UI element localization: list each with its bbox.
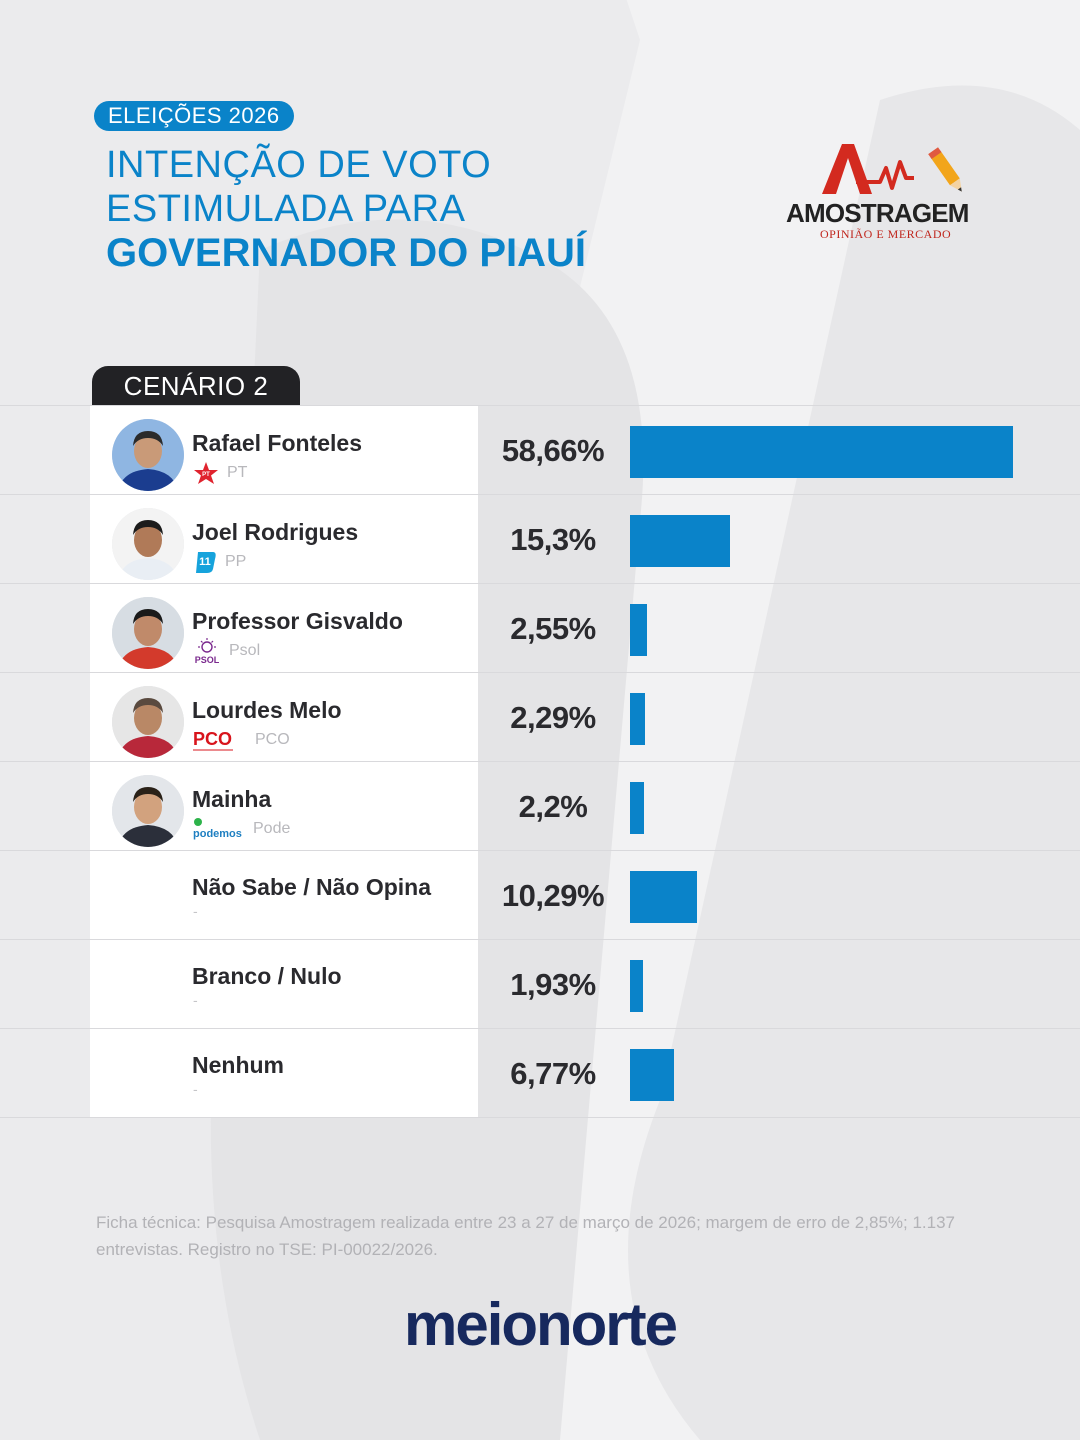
vote-bar bbox=[630, 871, 697, 923]
party: PT PT bbox=[193, 460, 247, 486]
title-line-1: INTENÇÃO DE VOTO bbox=[106, 144, 492, 186]
svg-text:PT: PT bbox=[202, 472, 210, 478]
svg-text:11: 11 bbox=[199, 556, 211, 568]
candidate-name: Professor Gisvaldo bbox=[192, 608, 403, 634]
brand-logo: meionorte bbox=[403, 1291, 678, 1358]
candidate-photo bbox=[112, 686, 184, 758]
vote-bar bbox=[630, 515, 730, 567]
party: PSOL Psol bbox=[193, 638, 260, 664]
candidate-name: Joel Rodrigues bbox=[192, 519, 359, 545]
vote-bar bbox=[630, 782, 644, 834]
party-name: - bbox=[193, 992, 198, 1008]
amostragem-mark-icon bbox=[822, 144, 962, 194]
vote-percentage: 58,66% bbox=[501, 433, 605, 468]
candidate-photo bbox=[112, 597, 184, 669]
vote-bar bbox=[630, 426, 1013, 478]
pco-logo-icon: PCO bbox=[193, 727, 247, 753]
pp-11-logo-icon: 11 bbox=[193, 549, 217, 575]
party-name: - bbox=[193, 903, 198, 919]
svg-text:PSOL: PSOL bbox=[195, 655, 220, 664]
candidate-cell: Mainha podemos Pode bbox=[90, 762, 478, 850]
pollster-name: AMOSTRAGEM bbox=[786, 198, 969, 228]
result-row: Mainha podemos Pode 2,2% bbox=[0, 761, 1080, 850]
result-row: Nenhum - 6,77% bbox=[0, 1028, 1080, 1118]
candidate-name: Não Sabe / Não Opina bbox=[192, 874, 431, 900]
party-name: PP bbox=[225, 553, 247, 570]
result-row: Professor Gisvaldo PSOL Psol 2,55% bbox=[0, 583, 1080, 672]
vote-percentage: 2,55% bbox=[510, 611, 596, 646]
candidate-photo bbox=[112, 419, 184, 491]
podemos-logo-icon: podemos bbox=[193, 816, 245, 842]
title-line-3: GOVERNADOR DO PIAUÍ bbox=[106, 231, 587, 275]
vote-bar bbox=[630, 604, 647, 656]
vote-bar bbox=[630, 1049, 674, 1101]
result-row: Lourdes Melo PCO PCO 2,29% bbox=[0, 672, 1080, 761]
party-name: Pode bbox=[253, 820, 291, 837]
svg-text:podemos: podemos bbox=[193, 828, 242, 840]
party: PCO PCO bbox=[193, 727, 290, 753]
candidate-name: Lourdes Melo bbox=[192, 697, 342, 723]
candidate-cell: Professor Gisvaldo PSOL Psol bbox=[90, 584, 478, 672]
candidate-cell: Branco / Nulo - bbox=[90, 940, 478, 1028]
election-badge: ELEIÇÕES 2026 bbox=[94, 101, 294, 131]
candidate-cell: Rafael Fonteles PT PT bbox=[90, 406, 478, 494]
party-name: - bbox=[193, 1081, 198, 1097]
vote-bar bbox=[630, 960, 643, 1012]
result-row: Branco / Nulo - 1,93% bbox=[0, 939, 1080, 1028]
candidate-name: Nenhum bbox=[192, 1052, 284, 1078]
title-line-2: ESTIMULADA PARA bbox=[106, 188, 466, 230]
results-table: Rafael Fonteles PT PT 58,66% Joel Rodrigues 1… bbox=[0, 405, 1080, 1120]
red-star-icon: PT bbox=[193, 460, 219, 486]
candidate-photo bbox=[112, 775, 184, 847]
result-row: Joel Rodrigues 11 PP 15,3% bbox=[0, 494, 1080, 583]
technical-note: Ficha técnica: Pesquisa Amostragem reali… bbox=[96, 1213, 955, 1259]
vote-percentage: 15,3% bbox=[510, 522, 596, 557]
party-name: Psol bbox=[229, 642, 261, 659]
candidate-name: Branco / Nulo bbox=[192, 963, 342, 989]
candidate-cell: Não Sabe / Não Opina - bbox=[90, 851, 478, 939]
psol-sun-logo-icon: PSOL bbox=[193, 638, 221, 664]
pollster-tagline: OPINIÃO E MERCADO bbox=[820, 227, 952, 241]
amostragem-logo: AMOSTRAGEM OPINIÃO E MERCADO bbox=[780, 138, 990, 248]
vote-percentage: 2,29% bbox=[510, 700, 596, 735]
candidate-photo bbox=[112, 508, 184, 580]
svg-text:PCO: PCO bbox=[193, 729, 232, 749]
result-row: Rafael Fonteles PT PT 58,66% bbox=[0, 405, 1080, 494]
vote-percentage: 1,93% bbox=[510, 967, 596, 1002]
vote-bar bbox=[630, 693, 645, 745]
party-name: PT bbox=[227, 464, 248, 481]
vote-percentage: 6,77% bbox=[510, 1056, 596, 1091]
scenario-tab: CENÁRIO 2 bbox=[92, 366, 300, 406]
party: podemos Pode bbox=[193, 816, 290, 842]
candidate-cell: Joel Rodrigues 11 PP bbox=[90, 495, 478, 583]
candidate-cell: Lourdes Melo PCO PCO bbox=[90, 673, 478, 761]
candidate-name: Rafael Fonteles bbox=[192, 430, 362, 456]
result-row: Não Sabe / Não Opina - 10,29% bbox=[0, 850, 1080, 939]
vote-percentage: 2,2% bbox=[518, 789, 588, 824]
candidate-cell: Nenhum - bbox=[90, 1029, 478, 1117]
party: 11 PP bbox=[193, 549, 246, 575]
candidate-name: Mainha bbox=[192, 786, 272, 812]
page-title: INTENÇÃO DE VOTO ESTIMULADA PARA GOVERNA… bbox=[106, 143, 746, 275]
party-name: PCO bbox=[255, 731, 290, 748]
vote-percentage: 10,29% bbox=[501, 878, 605, 913]
